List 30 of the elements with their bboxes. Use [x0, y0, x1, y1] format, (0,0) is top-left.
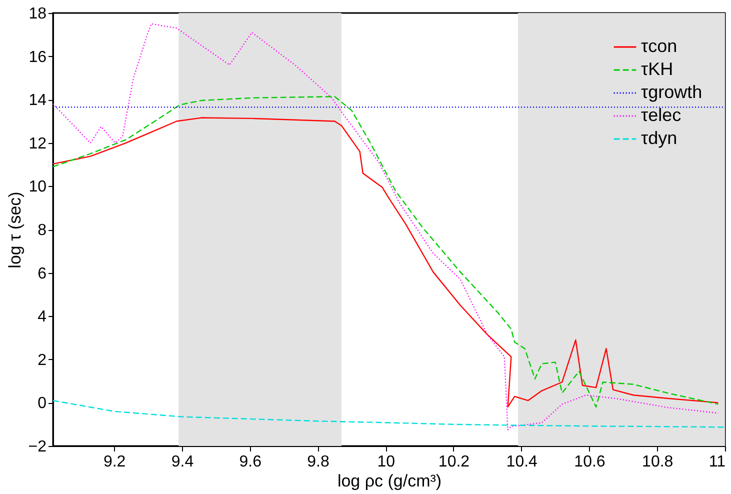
x-axis-title: log ρc (g/cm³) [337, 472, 442, 490]
y-tick-label: 12 [28, 135, 47, 152]
y-tick-label: 4 [38, 308, 47, 326]
x-tick-label: 10 [377, 454, 396, 470]
y-tick-label: 2 [38, 352, 47, 369]
y-tick-label: 0 [38, 395, 47, 412]
x-tick-label: 9.8 [307, 454, 330, 470]
legend-label: τelec [641, 105, 682, 125]
line-series [52, 400, 726, 428]
line-series [52, 23, 719, 430]
y-tick-label: 14 [28, 92, 47, 110]
x-tick-label: 10.4 [506, 454, 538, 470]
y-tick-label: 6 [38, 265, 47, 282]
y-tick-label: 18 [28, 6, 47, 22]
legend-label: τcon [641, 36, 678, 56]
legend-label: τdyn [641, 128, 678, 148]
x-tick-label: 10.6 [574, 454, 606, 470]
y-tick-label: 10 [28, 178, 47, 196]
legend-label: τKH [641, 59, 674, 79]
x-tick-label: 9.6 [239, 454, 262, 470]
y-tick-label: 8 [38, 222, 47, 239]
y-tick-label: −2 [28, 438, 47, 456]
x-tick-label: 10.8 [642, 454, 674, 470]
legend-label: τgrowth [641, 82, 702, 102]
y-tick-label: 16 [28, 48, 47, 66]
x-tick-label: 9.4 [171, 454, 194, 470]
x-tick-label: 10.2 [438, 454, 470, 470]
y-axis-title: log τ (sec) [5, 192, 24, 268]
x-tick-label: 11 [708, 454, 726, 470]
x-tick-label: 9.2 [103, 454, 126, 470]
